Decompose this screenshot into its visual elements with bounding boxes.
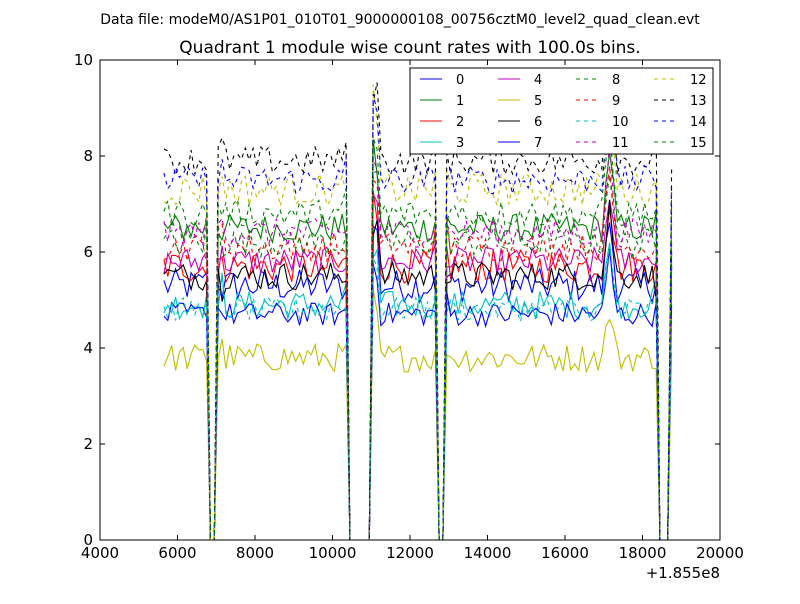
- series-line-13: [163, 74, 673, 541]
- y-tick-label: 6: [83, 243, 93, 261]
- legend-label-5: 5: [534, 94, 542, 109]
- x-tick-label: 14000: [464, 544, 512, 562]
- legend-label-1: 1: [456, 94, 464, 109]
- series-line-12: [163, 84, 673, 541]
- series-line-8: [163, 170, 673, 541]
- x-tick-label: 12000: [386, 544, 434, 562]
- legend-label-3: 3: [456, 136, 464, 151]
- x-tick-label: 6000: [158, 544, 196, 562]
- legend-label-12: 12: [690, 73, 707, 88]
- x-tick-label: 4000: [81, 544, 119, 562]
- y-tick-label: 0: [83, 531, 93, 549]
- y-tick-label: 8: [83, 147, 93, 165]
- x-tick-label: 20000: [696, 544, 744, 562]
- series-line-11: [163, 141, 673, 541]
- legend-label-11: 11: [612, 136, 629, 151]
- series-line-14: [163, 93, 673, 541]
- y-tick-label: 4: [83, 339, 93, 357]
- legend-label-9: 9: [612, 94, 620, 109]
- x-tick-label: 8000: [236, 544, 274, 562]
- legend-label-13: 13: [690, 94, 707, 109]
- figure-suptitle: Data file: modeM0/AS1P01_010T01_90000001…: [100, 12, 700, 28]
- series-line-9: [163, 165, 673, 541]
- legend-label-0: 0: [456, 73, 464, 88]
- legend-label-8: 8: [612, 73, 620, 88]
- y-tick-label: 2: [83, 435, 93, 453]
- series-line-6: [163, 200, 673, 541]
- x-axis-offset-label: +1.855e8: [646, 564, 720, 582]
- series-line-0: [163, 222, 673, 541]
- chart-title: Quadrant 1 module wise count rates with …: [179, 38, 640, 58]
- plot-lines: [163, 74, 673, 541]
- legend-label-2: 2: [456, 115, 464, 130]
- legend-label-4: 4: [534, 73, 542, 88]
- series-line-7: [163, 248, 673, 541]
- legend-label-10: 10: [612, 115, 629, 130]
- legend-label-14: 14: [690, 115, 707, 130]
- x-tick-label: 10000: [309, 544, 357, 562]
- series-line-10: [163, 245, 673, 541]
- legend-label-15: 15: [690, 136, 707, 151]
- series-line-1: [163, 139, 673, 541]
- x-tick-label: 18000: [619, 544, 667, 562]
- legend-label-7: 7: [534, 136, 542, 151]
- series-line-5: [163, 289, 673, 541]
- y-tick-label: 10: [74, 51, 93, 69]
- x-axis: 4000 6000 8000 10000 12000 14000 16000 18000 200…: [81, 60, 744, 562]
- legend-box: [409, 67, 714, 155]
- legend-label-6: 6: [534, 115, 542, 130]
- x-tick-label: 16000: [541, 544, 589, 562]
- series-line-4: [163, 194, 673, 541]
